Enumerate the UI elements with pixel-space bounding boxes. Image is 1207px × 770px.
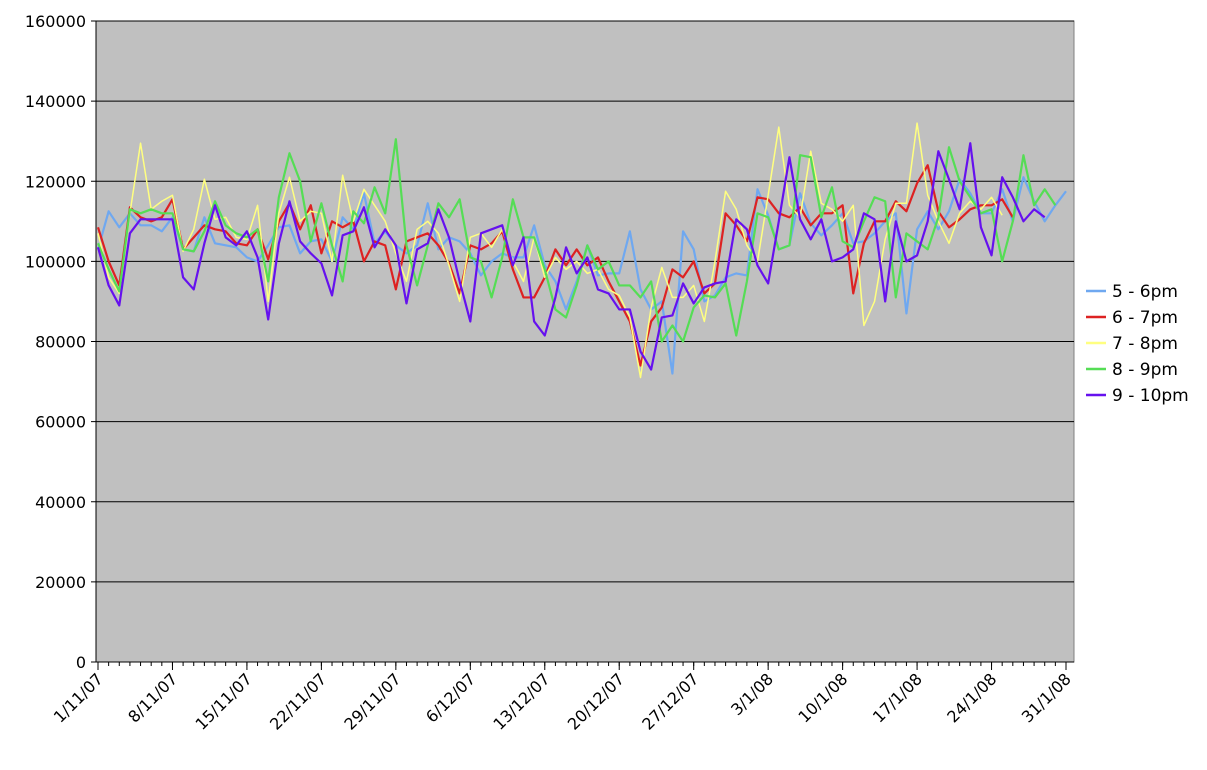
y-axis-ticks: 0 20000 40000 60000 80000 100000 120000 140000 1… [25, 12, 96, 672]
y-tick-label: 40000 [35, 493, 86, 512]
y-tick-label: 120000 [25, 172, 86, 191]
x-tick-label: 15/11/07 [192, 669, 256, 733]
series-group [96, 122, 1067, 379]
legend-label: 7 - 8pm [1112, 334, 1178, 354]
y-tick-label: 140000 [25, 92, 86, 111]
legend-label: 5 - 6pm [1112, 282, 1178, 302]
y-tick-label: 80000 [35, 333, 86, 352]
x-tick-label: 8/11/07 [124, 669, 181, 726]
y-tick-label: 60000 [35, 413, 86, 432]
x-tick-label: 20/12/07 [564, 669, 628, 733]
y-tick-label: 100000 [25, 252, 86, 271]
x-tick-label: 29/11/07 [340, 669, 404, 733]
x-tick-label: 6/12/07 [422, 669, 479, 726]
legend-label: 6 - 7pm [1112, 308, 1178, 328]
x-axis-ticks: 1/11/07 8/11/07 15/11/07 22/11/07 29/11/07 6/… [50, 662, 1075, 734]
x-tick-label: 24/1/08 [943, 669, 1000, 726]
series-line [96, 142, 1046, 371]
y-tick-label: 160000 [25, 12, 86, 31]
x-tick-label: 13/12/07 [489, 669, 553, 733]
legend-label: 8 - 9pm [1112, 360, 1178, 380]
y-tick-label: 0 [76, 653, 86, 672]
x-tick-label: 22/11/07 [266, 669, 330, 733]
x-tick-label: 3/1/08 [727, 669, 777, 719]
x-tick-label: 17/1/08 [869, 669, 926, 726]
x-tick-label: 10/1/08 [794, 669, 851, 726]
legend: 5 - 6pm 6 - 7pm 7 - 8pm 8 - 9pm 9 - 10pm [1086, 282, 1189, 406]
series-line [96, 138, 1057, 343]
y-tick-label: 20000 [35, 573, 86, 592]
x-tick-label: 31/1/08 [1018, 669, 1075, 726]
x-tick-label: 27/12/07 [638, 669, 702, 733]
x-tick-label: 1/11/07 [50, 669, 107, 726]
legend-label: 9 - 10pm [1112, 386, 1189, 406]
